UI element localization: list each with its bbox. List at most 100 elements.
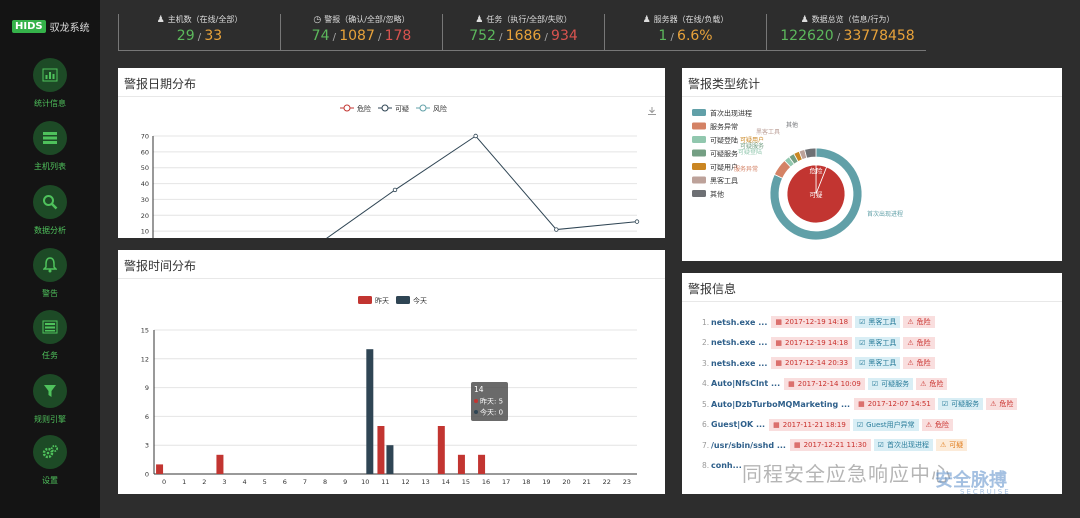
alert-name-link[interactable]: Guest|OK ... bbox=[711, 420, 766, 429]
x-tick-label: 2 bbox=[202, 478, 206, 486]
check-square-icon: ☑ bbox=[877, 441, 884, 449]
y-tick-label: 3 bbox=[145, 442, 149, 450]
y-tick-label: 50 bbox=[141, 164, 149, 172]
stat-label: 任务（执行/全部/失败） bbox=[486, 15, 572, 24]
stat-hosts[interactable]: ♟ 主机数（在线/全部） 29 / 33 bbox=[118, 14, 280, 50]
list-item[interactable]: 6. Guest|OK ... ▦ 2017-11-21 18:19 ☑ Guest用户异… bbox=[702, 418, 956, 432]
list-item[interactable]: 8. conh... bbox=[702, 459, 746, 473]
check-square-icon: ☑ bbox=[941, 400, 949, 408]
type-pie-chart: 首次出现进程服务异常可疑登陆可疑服务可疑用户黑客工具其他危险可疑首次出现进程服务… bbox=[692, 109, 903, 241]
list-item[interactable]: 7./usr/sbin/sshd ... ▦ 2017-12-21 11:30 ☑ 首次… bbox=[702, 438, 970, 452]
alert-date-tag: ▦ 2017-12-19 14:18 bbox=[771, 336, 853, 349]
alert-level-tag: ⚠ 危险 bbox=[921, 418, 953, 431]
alert-name-link[interactable]: Auto|NfsClnt ... bbox=[711, 379, 781, 388]
legend-entry: 昨天 bbox=[375, 296, 389, 305]
panel-title: 警报日期分布 bbox=[118, 68, 665, 97]
slice-label: 服务异常 bbox=[734, 165, 758, 173]
task-list-icon bbox=[33, 310, 67, 344]
alert-index: 2. bbox=[702, 338, 710, 347]
alert-level: 危险 bbox=[916, 318, 931, 326]
tooltip-title: 14 bbox=[474, 385, 484, 394]
list-item[interactable]: 2. netsh.exe ... ▦ 2017-12-19 14:18 ☑ 黑客工具 ⚠ 危险 bbox=[702, 336, 938, 350]
bar-0 bbox=[377, 426, 385, 474]
sidebar-item-label: 设置 bbox=[42, 476, 58, 485]
alert-level: 危险 bbox=[929, 379, 944, 388]
bar-1 bbox=[366, 349, 374, 474]
stat-servers[interactable]: ♟ 服务器（在线/负载） 1 / 6.6% bbox=[604, 14, 766, 50]
download-icon[interactable] bbox=[647, 106, 657, 116]
sidebar-item-statistics[interactable]: 统计信息 bbox=[0, 58, 100, 109]
alert-name-link[interactable]: /usr/sbin/sshd ... bbox=[711, 440, 786, 450]
panel-title: 警报类型统计 bbox=[682, 68, 1062, 97]
alert-type: Guest用户异常 bbox=[866, 420, 915, 429]
alert-name-link[interactable]: Auto|DzbTurboMQMarketing ... bbox=[711, 399, 851, 409]
alert-name-link[interactable]: netsh.exe ... bbox=[711, 317, 768, 327]
legend-entry: 可疑用户 bbox=[710, 163, 738, 172]
gears-icon bbox=[33, 435, 67, 469]
y-tick-label: 70 bbox=[141, 133, 149, 141]
sidebar-item-rule-engine[interactable]: 规则引擎 bbox=[0, 374, 100, 425]
user-icon: ♟ bbox=[642, 15, 651, 25]
stat-label: 数据总览（信息/行为） bbox=[811, 15, 895, 24]
x-tick-label: 0 bbox=[162, 478, 166, 486]
clock-icon: ◷ bbox=[313, 15, 322, 25]
bar-0 bbox=[156, 464, 164, 474]
legend-entry: 危险 bbox=[357, 104, 371, 113]
stat-value: 1 / 6.6% bbox=[658, 28, 713, 44]
stat-value: 29 / 33 bbox=[176, 28, 223, 44]
alert-name-link[interactable]: conh... bbox=[711, 461, 742, 470]
legend-swatch-dot bbox=[419, 104, 427, 112]
slice-label: 可疑 bbox=[810, 190, 824, 199]
sidebar-item-alerts[interactable]: 警告 bbox=[0, 248, 100, 299]
sidebar-item-label: 主机列表 bbox=[34, 162, 66, 171]
slice-label: 危险 bbox=[810, 166, 824, 175]
watermark-text: 同程安全应急响应中心 bbox=[742, 462, 952, 486]
stat-value: 122620 / 33778458 bbox=[780, 28, 915, 44]
app-logo[interactable]: HIDS 驭龙系统 bbox=[12, 18, 90, 34]
data-point bbox=[392, 187, 398, 193]
magnifier-icon bbox=[33, 185, 67, 219]
sidebar-item-host-list[interactable]: 主机列表 bbox=[0, 121, 100, 172]
sidebar-item-data-analysis[interactable]: 数据分析 bbox=[0, 185, 100, 236]
alert-type-tag: ☑ 可疑服务 bbox=[867, 377, 914, 390]
time-distribution-panel: 警报时间分布 昨天 今天 0 3 6 9 12 15 0 1 2 3 4 5 6 7 8 9 10 11 12 13 14 1… bbox=[118, 250, 665, 494]
list-item[interactable]: 1. netsh.exe ... ▦ 2017-12-19 14:18 ☑ 黑客工具 ⚠ 危险 bbox=[702, 315, 938, 329]
sidebar-item-tasks[interactable]: 任务 bbox=[0, 310, 100, 361]
user-icon: ♟ bbox=[800, 15, 809, 25]
bar-0 bbox=[216, 454, 224, 474]
legend-swatch bbox=[692, 190, 706, 197]
alert-type-tag: ☑ 黑客工具 bbox=[855, 357, 901, 369]
stat-value-part: 1087 bbox=[339, 28, 375, 44]
list-item[interactable]: 4. Auto|NfsClnt ... ▦ 2017-12-14 10:09 ☑ 可疑服务… bbox=[702, 377, 950, 391]
filter-icon bbox=[33, 374, 67, 408]
alert-level-tag: ⚠ 危险 bbox=[903, 316, 935, 328]
chart-tooltip: 14 昨天: 5 今天: 0 bbox=[471, 382, 508, 421]
app-name: 驭龙系统 bbox=[49, 22, 90, 34]
stat-tasks[interactable]: ♟ 任务（执行/全部/失败） 752 / 1686 / 934 bbox=[442, 14, 604, 50]
alert-level: 危险 bbox=[934, 420, 949, 429]
stat-value: 752 / 1686 / 934 bbox=[469, 28, 578, 44]
x-tick-label: 23 bbox=[623, 478, 631, 486]
list-item[interactable]: 5. Auto|DzbTurboMQMarketing ... ▦ 2017-12-0… bbox=[702, 397, 1020, 411]
x-tick-label: 18 bbox=[522, 478, 530, 486]
x-tick-label: 10 bbox=[361, 478, 369, 486]
legend-swatch bbox=[692, 163, 706, 170]
x-tick-label: 1 bbox=[182, 478, 186, 486]
list-item[interactable]: 3. netsh.exe ... ▦ 2017-12-14 20:33 ☑ 黑客工具 ⚠ 危险 bbox=[702, 356, 938, 370]
warning-icon: ⚠ bbox=[920, 379, 927, 388]
stat-data-overview[interactable]: ♟ 数据总览（信息/行为） 122620 / 33778458 bbox=[766, 14, 928, 50]
legend-swatch-dot bbox=[343, 104, 351, 112]
sidebar-item-settings[interactable]: 设置 bbox=[0, 435, 100, 486]
sidebar-item-label: 警告 bbox=[42, 289, 58, 298]
series-line-1 bbox=[326, 135, 638, 238]
stat-alerts[interactable]: ◷ 警报（确认/全部/忽略） 74 / 1087 / 178 bbox=[280, 14, 442, 50]
check-square-icon: ☑ bbox=[859, 338, 866, 347]
alert-name-link[interactable]: netsh.exe ... bbox=[711, 338, 768, 347]
y-tick-label: 15 bbox=[141, 327, 149, 335]
type-statistics-panel: 警报类型统计 首次出现进程 服务异常 可疑登陆 可疑服务 可疑用户 黑客工具 其他 危险 可疑首… bbox=[682, 68, 1062, 261]
check-square-icon: ☑ bbox=[859, 318, 866, 326]
tooltip-box bbox=[471, 382, 508, 421]
alert-type: 可疑服务 bbox=[951, 400, 980, 408]
alert-name-link[interactable]: netsh.exe ... bbox=[711, 358, 768, 368]
x-tick-label: 15 bbox=[462, 478, 470, 486]
